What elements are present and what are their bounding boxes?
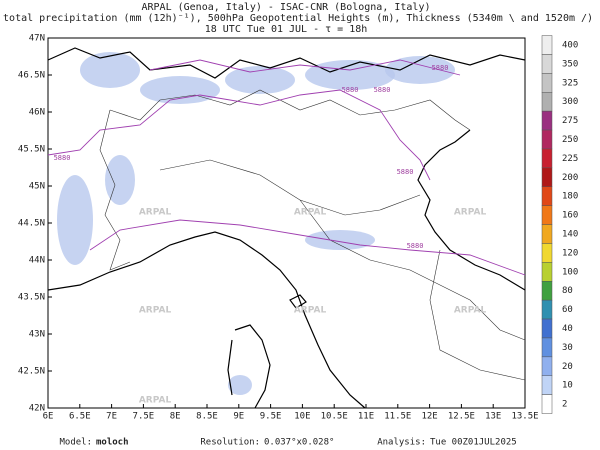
footer-label: Model: bbox=[59, 438, 92, 448]
colorbar-box bbox=[541, 110, 553, 131]
colorbar-label: 100 bbox=[562, 267, 578, 277]
footer-value: moloch bbox=[96, 438, 129, 448]
header-line: ARPAL (Genoa, Italy) - ISAC-CNR (Bologna… bbox=[142, 2, 431, 13]
colorbar-box bbox=[541, 243, 553, 263]
colorbar-box bbox=[541, 35, 553, 55]
x-tick-label: 7.5E bbox=[133, 412, 155, 422]
footer-value: Tue 00Z01JUL2025 bbox=[430, 438, 517, 448]
x-tick-label: 9.5E bbox=[260, 412, 282, 422]
colorbar-box bbox=[541, 262, 553, 282]
x-tick-label: 9E bbox=[233, 412, 244, 422]
colorbar-label: 325 bbox=[562, 78, 578, 88]
colorbar-box bbox=[541, 92, 553, 112]
contour-label: 5880 bbox=[432, 64, 449, 72]
colorbar-label: 180 bbox=[562, 192, 578, 202]
contour-label: 5880 bbox=[407, 242, 424, 250]
y-tick-label: 43.5N bbox=[18, 293, 45, 303]
colorbar-label: 250 bbox=[562, 135, 578, 145]
y-tick-label: 45.5N bbox=[18, 145, 45, 155]
header-line: 18 UTC Tue 01 JUL - τ = 18h bbox=[205, 24, 368, 35]
y-tick-label: 42N bbox=[29, 404, 45, 414]
y-tick-label: 42.5N bbox=[18, 367, 45, 377]
watermark: ARPAL bbox=[294, 306, 327, 316]
colorbar-box bbox=[541, 129, 553, 150]
colorbar-label: 80 bbox=[562, 286, 573, 296]
y-tick-label: 44N bbox=[29, 256, 45, 266]
y-tick-label: 45N bbox=[29, 182, 45, 192]
geopotential bbox=[47, 59, 526, 276]
y-tick-label: 44.5N bbox=[18, 219, 45, 229]
colorbar-box bbox=[541, 356, 553, 377]
y-tick-label: 46.5N bbox=[18, 71, 45, 81]
colorbar-label: 300 bbox=[562, 97, 578, 107]
x-tick-label: 6E bbox=[43, 412, 54, 422]
colorbar-box bbox=[541, 394, 553, 414]
x-tick-label: 7E bbox=[106, 412, 117, 422]
colorbar-box bbox=[541, 375, 553, 395]
x-tick-label: 12.5E bbox=[448, 412, 475, 422]
watermark: ARPAL bbox=[139, 208, 172, 218]
colorbar-label: 400 bbox=[562, 41, 578, 51]
contour-label: 5880 bbox=[54, 154, 71, 162]
colorbar-label: 225 bbox=[562, 154, 578, 164]
colorbar-label: 120 bbox=[562, 248, 578, 258]
contour-label: 5880 bbox=[342, 86, 359, 94]
colorbar-label: 30 bbox=[562, 343, 573, 353]
coastline bbox=[47, 47, 526, 409]
colorbar-box bbox=[541, 54, 553, 74]
colorbar-label: 40 bbox=[562, 324, 573, 334]
x-tick-label: 8E bbox=[170, 412, 181, 422]
footer-label: Analysis: bbox=[377, 438, 426, 448]
colorbar-label: 200 bbox=[562, 173, 578, 183]
watermark: ARPAL bbox=[139, 306, 172, 316]
footer-value: 0.037°x0.028° bbox=[264, 438, 334, 448]
contour-label: 5880 bbox=[397, 168, 414, 176]
colorbar-box bbox=[541, 281, 553, 301]
y-tick-label: 43N bbox=[29, 330, 45, 340]
colorbar-label: 60 bbox=[562, 305, 573, 315]
x-tick-label: 10E bbox=[294, 412, 310, 422]
header-line: 12h total precipitation (mm (12h)⁻¹), 50… bbox=[0, 13, 593, 24]
colorbar-box bbox=[541, 186, 553, 206]
contour-label: 5880 bbox=[374, 86, 391, 94]
colorbar-box bbox=[541, 318, 553, 339]
colorbar-label: 350 bbox=[562, 59, 578, 69]
footer-label: Resolution: bbox=[200, 438, 260, 448]
y-tick-label: 46N bbox=[29, 108, 45, 118]
watermark: ARPAL bbox=[454, 208, 487, 218]
x-tick-label: 13.5E bbox=[511, 412, 538, 422]
x-tick-label: 12E bbox=[421, 412, 437, 422]
colorbar-label: 160 bbox=[562, 211, 578, 221]
colorbar-label: 140 bbox=[562, 230, 578, 240]
colorbar-box bbox=[541, 299, 553, 320]
y-tick-label: 47N bbox=[29, 34, 45, 44]
x-tick-label: 6.5E bbox=[69, 412, 91, 422]
colorbar-box bbox=[541, 73, 553, 93]
colorbar-box bbox=[541, 167, 553, 188]
colorbar-box bbox=[541, 148, 553, 169]
watermark: ARPAL bbox=[139, 396, 172, 406]
colorbar-label: 275 bbox=[562, 116, 578, 126]
colorbar-box bbox=[541, 205, 553, 225]
x-tick-label: 10.5E bbox=[321, 412, 348, 422]
colorbar-label: 20 bbox=[562, 362, 573, 372]
x-tick-label: 8.5E bbox=[196, 412, 218, 422]
watermark: ARPAL bbox=[294, 208, 327, 218]
colorbar: 400 350 325 300 275 250 225 200 180 160 140 120 100 8… bbox=[541, 35, 578, 414]
colorbar-box bbox=[541, 337, 553, 358]
colorbar-label: 10 bbox=[562, 381, 573, 391]
x-tick-label: 11.5E bbox=[384, 412, 411, 422]
x-tick-label: 11E bbox=[358, 412, 374, 422]
map-frame bbox=[47, 37, 526, 409]
borders bbox=[99, 89, 526, 381]
x-tick-label: 13E bbox=[485, 412, 501, 422]
watermark: ARPAL bbox=[454, 306, 487, 316]
colorbar-label: 2 bbox=[562, 400, 567, 410]
map: ARPAL ARPAL ARPAL ARPAL ARPAL ARPAL ARPAL 5880 5… bbox=[47, 37, 526, 409]
colorbar-box bbox=[541, 224, 553, 244]
